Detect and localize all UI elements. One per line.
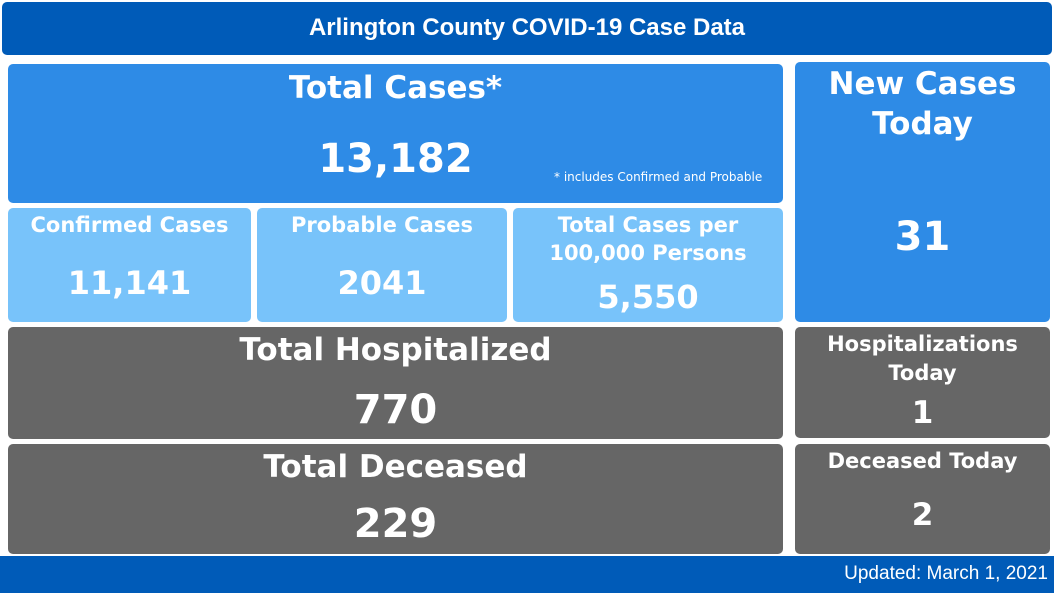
hosp-today-label-1: Hospitalizations — [827, 332, 1018, 356]
cases-per-100k-card: Total Cases per 100,000 Persons 5,550 — [513, 208, 783, 322]
total-cases-card: Total Cases* 13,182 * includes Confirmed… — [8, 64, 783, 203]
hospitalized-value: 770 — [353, 387, 438, 433]
page-title: Arlington County COVID-19 Case Data — [2, 2, 1052, 55]
deceased-value: 229 — [353, 501, 438, 547]
updated-footer: Updated: March 1, 2021 — [0, 556, 1054, 593]
new-cases-label-1: New Cases — [828, 66, 1017, 102]
per-100k-label-2: 100,000 Persons — [549, 241, 747, 265]
hospitalized-label: Total Hospitalized — [239, 332, 552, 368]
new-cases-label-2: Today — [872, 106, 973, 142]
hospitalizations-today-card: Hospitalizations Today 1 — [795, 327, 1050, 438]
new-cases-card: New Cases Today 31 — [795, 62, 1050, 322]
confirmed-value: 11,141 — [67, 264, 192, 302]
probable-cases-card: Probable Cases 2041 — [257, 208, 507, 322]
deceased-today-label: Deceased Today — [827, 449, 1018, 473]
hosp-today-value: 1 — [911, 395, 934, 431]
deceased-label: Total Deceased — [263, 449, 528, 485]
total-deceased-card: Total Deceased 229 — [8, 444, 783, 554]
hosp-today-label-2: Today — [888, 361, 957, 385]
per-100k-label-1: Total Cases per — [557, 213, 739, 237]
confirmed-label: Confirmed Cases — [30, 213, 229, 237]
deceased-today-value: 2 — [911, 497, 934, 533]
total-cases-label: Total Cases* — [288, 70, 503, 106]
confirmed-cases-card: Confirmed Cases 11,141 — [8, 208, 251, 322]
new-cases-value: 31 — [894, 214, 951, 260]
total-cases-value: 13,182 — [318, 136, 473, 182]
probable-value: 2041 — [337, 264, 427, 302]
total-hospitalized-card: Total Hospitalized 770 — [8, 327, 783, 439]
deceased-today-card: Deceased Today 2 — [795, 444, 1050, 554]
per-100k-value: 5,550 — [597, 278, 699, 316]
probable-label: Probable Cases — [291, 213, 473, 237]
total-cases-note: * includes Confirmed and Probable — [554, 170, 763, 184]
